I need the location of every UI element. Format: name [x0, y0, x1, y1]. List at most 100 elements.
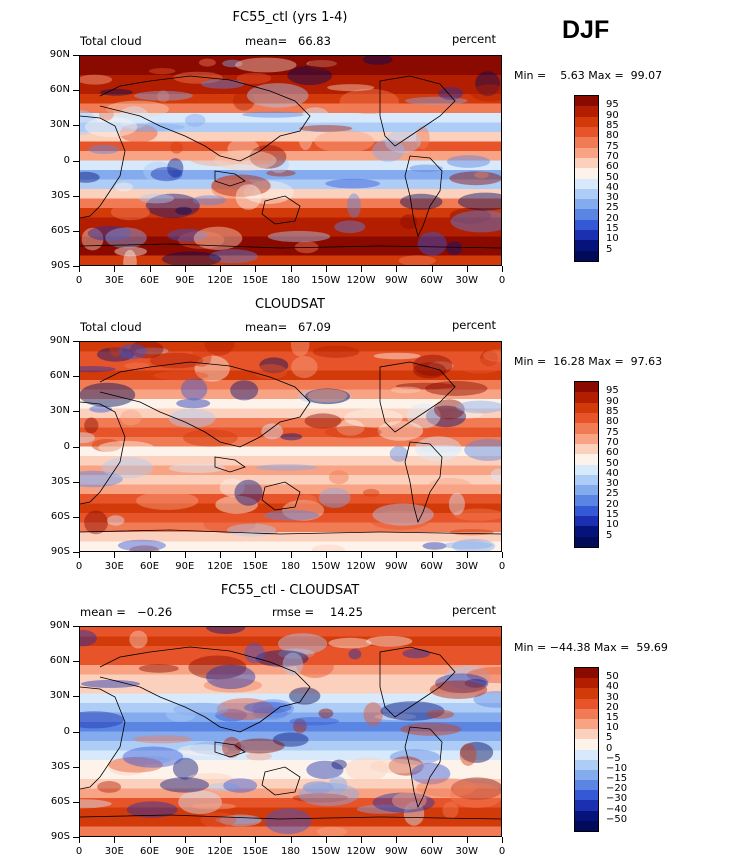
lon-tick-label: 180	[280, 561, 301, 572]
field-patch	[362, 56, 393, 65]
lon-tick-label: 120W	[346, 846, 376, 857]
lon-tick	[79, 552, 80, 558]
coastline	[379, 75, 456, 147]
colorbar-level-label: −10	[606, 762, 628, 774]
field-patch	[297, 389, 352, 404]
field-patch	[448, 492, 465, 516]
panel1-mean-label: mean=	[245, 34, 288, 48]
colorbar-level-label: 20	[606, 212, 619, 224]
lat-tick-label: 30N	[49, 405, 70, 417]
lon-tick-label: 150W	[311, 846, 341, 857]
coastline	[80, 115, 126, 219]
field-band	[80, 693, 501, 704]
field-band	[80, 227, 501, 238]
lon-tick-label: 30E	[104, 275, 124, 286]
field-band	[80, 731, 501, 742]
field-band	[80, 141, 501, 152]
lat-tick	[73, 90, 79, 92]
lon-tick-label: 60W	[420, 846, 443, 857]
lat-tick	[73, 266, 79, 267]
field-band	[80, 684, 501, 695]
field-band	[80, 465, 501, 476]
field-patch	[170, 141, 183, 154]
panel3-map	[79, 626, 502, 837]
lat-tick-label: 90N	[49, 335, 70, 346]
field-patch	[370, 759, 425, 774]
lon-tick	[466, 266, 468, 272]
colorbar-level-label: 85	[606, 119, 619, 131]
field-patch	[234, 738, 285, 754]
field-band	[80, 427, 501, 438]
colorbar-level-label: 10	[606, 722, 619, 734]
field-patch	[165, 706, 197, 722]
field-patch	[167, 228, 208, 242]
colorbar-swatch	[575, 495, 598, 506]
lon-tick	[114, 266, 116, 272]
colorbar-swatch	[575, 464, 598, 475]
lon-tick-label: 0	[498, 561, 506, 572]
field-patch	[442, 801, 459, 819]
field-band	[80, 826, 501, 836]
lat-tick-label: 60S	[50, 224, 70, 236]
field-band	[80, 113, 501, 124]
panel3-mean-label: mean =	[80, 605, 126, 619]
field-band	[80, 532, 501, 543]
panel2-minmax: Min = 16.28 Max = 97.63	[514, 355, 663, 368]
field-band	[80, 255, 501, 265]
lon-tick	[255, 552, 257, 558]
field-band	[80, 56, 501, 67]
colorbar-level-label: 70	[606, 150, 619, 162]
field-patch	[398, 255, 436, 265]
field-patch	[192, 195, 227, 206]
coastline	[379, 646, 456, 718]
field-patch	[121, 123, 185, 131]
field-patch	[292, 793, 348, 803]
lon-tick-label: 60W	[420, 561, 443, 572]
field-patch	[464, 438, 501, 461]
colorbar-swatch	[575, 536, 598, 547]
lon-tick-label: 30E	[104, 561, 124, 572]
lon-tick	[361, 837, 362, 843]
colorbar-swatch	[575, 412, 598, 424]
colorbar-swatch	[575, 759, 598, 770]
field-patch	[289, 687, 321, 705]
field-patch	[264, 510, 320, 521]
lon-tick	[396, 266, 398, 272]
coastline	[99, 646, 311, 733]
colorbar-swatch	[575, 392, 598, 403]
field-band	[80, 399, 501, 410]
field-patch	[118, 343, 147, 360]
lat-tick-label: 0	[63, 154, 70, 166]
field-patch	[150, 167, 183, 182]
field-patch	[450, 210, 501, 233]
lon-tick-label: 90W	[384, 275, 408, 286]
colorbar-swatch	[575, 780, 598, 791]
field-band	[80, 361, 501, 372]
lon-tick-label: 120E	[207, 846, 233, 857]
field-patch	[451, 777, 501, 800]
field-patch	[448, 410, 483, 419]
field-patch	[324, 425, 382, 439]
panel2-unit-label: percent	[452, 318, 497, 332]
field-patch	[216, 698, 274, 721]
colorbar-swatch	[575, 402, 598, 413]
field-patch	[475, 71, 500, 97]
panel2-title: CLOUDSAT	[255, 297, 325, 312]
lat-tick	[73, 230, 79, 232]
colorbar-level-label: 40	[606, 681, 619, 693]
field-patch	[139, 193, 174, 204]
field-band	[80, 722, 501, 733]
colorbar-swatch	[575, 810, 598, 821]
field-patch	[180, 377, 208, 401]
field-patch	[278, 633, 328, 655]
colorbar-level-label: 60	[606, 161, 619, 173]
field-patch	[118, 106, 150, 129]
panel1-map	[79, 55, 502, 266]
field-patch	[410, 762, 451, 785]
colorbar-swatch	[575, 209, 598, 220]
lon-tick	[290, 837, 292, 843]
lon-tick	[255, 837, 257, 843]
colorbar-level-label: 10	[606, 519, 619, 531]
colorbar-swatch	[575, 230, 598, 241]
field-band	[80, 646, 501, 657]
